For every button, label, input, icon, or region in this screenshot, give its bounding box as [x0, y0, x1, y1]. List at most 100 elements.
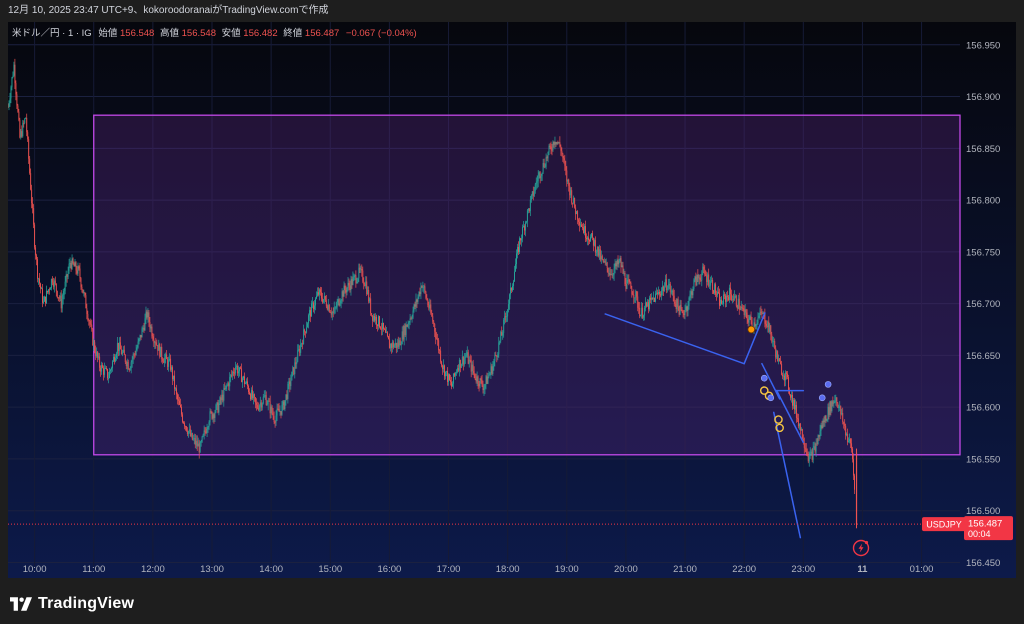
trendline[interactable]: [743, 312, 766, 365]
time-axis-label: 19:00: [555, 564, 579, 575]
candle-body: [60, 295, 62, 309]
candle-body: [798, 423, 800, 427]
candle-body: [422, 287, 424, 289]
candle-body: [494, 355, 496, 362]
chart-container[interactable]: 156.950 156.900 156.850 156.800 156.750 156.7…: [7, 22, 1016, 578]
candle-body: [526, 210, 528, 222]
candle-body: [20, 131, 22, 138]
candle-body: [360, 269, 362, 270]
candle-body: [597, 246, 599, 256]
candle-body: [671, 290, 673, 292]
trendline[interactable]: [761, 362, 781, 400]
candle-body: [355, 275, 357, 284]
candle-body: [555, 141, 557, 145]
candle-body: [593, 240, 595, 246]
candle-body: [354, 275, 356, 277]
range-rectangle-box[interactable]: [93, 114, 961, 456]
candle-body: [519, 238, 520, 252]
candle-body: [55, 283, 57, 291]
candle-body: [557, 142, 559, 144]
candle-body: [307, 323, 309, 328]
candle-body: [234, 372, 236, 374]
candle-body: [407, 323, 409, 327]
candle-body: [724, 294, 725, 296]
candle-body: [78, 266, 80, 269]
candle-body: [274, 421, 276, 423]
candle-body: [106, 368, 108, 369]
candle-body: [769, 325, 771, 332]
candle-body: [380, 327, 381, 329]
candle-body: [268, 400, 270, 402]
candle-body: [180, 404, 181, 408]
candle-body: [237, 365, 239, 374]
candle-body: [172, 367, 174, 380]
candle-body: [226, 385, 228, 387]
candle-body: [350, 279, 352, 291]
trendline[interactable]: [604, 313, 745, 365]
candle-body: [594, 240, 596, 253]
candle-body: [118, 342, 120, 351]
candle-body: [668, 283, 670, 286]
candle-body: [535, 182, 537, 185]
candle-body: [632, 294, 634, 296]
price-chart[interactable]: 156.950 156.900 156.850 156.800 156.750 156.7…: [7, 22, 1016, 578]
candle-body: [316, 295, 317, 299]
candle-body: [136, 347, 138, 351]
candle-body: [253, 394, 255, 398]
candle-body: [127, 361, 129, 370]
candle-body: [69, 262, 71, 264]
candle-body: [702, 266, 704, 274]
candle-body: [452, 373, 454, 384]
candle-body: [116, 342, 118, 354]
candle-body: [214, 412, 216, 418]
candle-body: [819, 430, 821, 437]
candle-body: [121, 352, 123, 355]
marker-blue: [760, 374, 768, 382]
candle-body: [281, 404, 283, 415]
candle-body: [160, 346, 162, 357]
candle-body: [542, 162, 544, 173]
candle-body: [528, 208, 530, 211]
candle-body: [448, 374, 449, 382]
candle-body: [316, 292, 318, 296]
time-axis-label: 01:00: [910, 564, 934, 575]
candle-body: [842, 413, 844, 423]
candle-body: [416, 299, 418, 302]
time-axis[interactable]: 10:00 11:00 12:00 13:00 14:00 15:00 16:00 17:00…: [23, 564, 934, 575]
candle-body: [460, 364, 462, 368]
time-axis-label: 16:00: [378, 564, 402, 575]
candle-body: [484, 384, 486, 389]
candle-body: [582, 226, 584, 228]
trendlines-group[interactable]: [604, 312, 805, 539]
candle-body: [500, 331, 502, 341]
candle-body: [527, 208, 529, 211]
candle-body: [321, 298, 323, 303]
candle-body: [273, 416, 275, 422]
candle-body: [221, 394, 223, 401]
candle-body: [163, 361, 165, 363]
candle-body: [467, 352, 469, 364]
candle-body: [688, 297, 690, 307]
candle-body: [386, 332, 388, 337]
candle-body: [455, 371, 457, 373]
candle-body: [348, 282, 350, 286]
candle-body: [294, 362, 296, 375]
candle-body: [356, 281, 358, 284]
price-axis[interactable]: 156.950 156.900 156.850 156.800 156.750 156.7…: [966, 40, 1000, 569]
trendline[interactable]: [775, 389, 805, 444]
tradingview-logo[interactable]: TradingView: [10, 594, 134, 614]
candle-body: [353, 275, 355, 278]
candle-body: [243, 376, 244, 379]
candle-body: [565, 165, 567, 171]
trendline[interactable]: [772, 411, 802, 539]
alert-bolt-icon[interactable]: [852, 539, 870, 557]
candle-body: [679, 304, 681, 315]
candle-body: [238, 371, 240, 374]
time-axis-label: 12:00: [141, 564, 165, 575]
candle-body: [338, 299, 340, 306]
candle-body: [225, 385, 227, 389]
candle-body: [803, 442, 805, 448]
candle-body: [765, 323, 767, 326]
candle-body: [343, 285, 345, 297]
range-rectangle[interactable]: [93, 114, 961, 456]
